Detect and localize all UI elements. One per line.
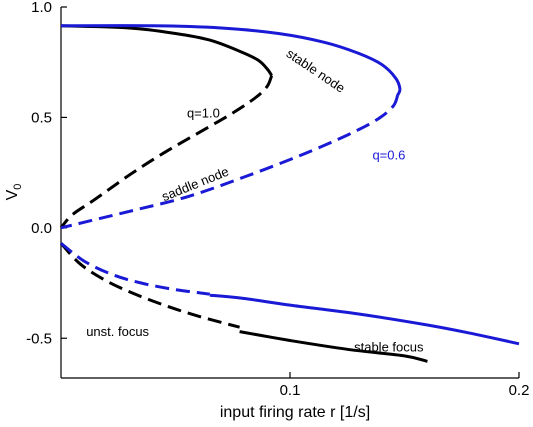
- series-line-4: [59, 242, 240, 329]
- series-line-0: [60, 24, 273, 77]
- annotation-4: unst. focus: [86, 324, 149, 339]
- y-axis-label-main: V: [4, 189, 21, 200]
- annotation-0: stable node: [284, 46, 348, 96]
- annotations: stable node q=1.0 q=0.6 saddle node unst. fo…: [86, 46, 424, 355]
- series-line-1: [59, 74, 274, 229]
- axes: 1.0 0.5 0.0 -0.5 0.1 0.2: [26, 0, 529, 399]
- series-line-2: [60, 24, 402, 96]
- series-line-3: [60, 94, 400, 230]
- y-tick-label: 1.0: [31, 0, 52, 16]
- x-tick-label: 0.2: [509, 382, 530, 399]
- y-tick-label: 0.0: [31, 220, 52, 237]
- series-line-7: [209, 293, 520, 346]
- y-axis-label: V0: [4, 184, 24, 201]
- y-tick-label: -0.5: [26, 330, 52, 347]
- y-axis-label-subscript: 0: [12, 184, 24, 190]
- annotation-2: q=0.6: [372, 147, 405, 162]
- x-axis-label: input firing rate r [1/s]: [220, 404, 370, 421]
- annotation-1: q=1.0: [187, 105, 220, 120]
- x-tick-label: 0.1: [280, 382, 301, 399]
- y-tick-label: 0.5: [31, 109, 52, 126]
- curves: [59, 24, 520, 363]
- annotation-3: saddle node: [160, 164, 231, 204]
- series-line-5: [239, 330, 428, 363]
- annotation-5: stable focus: [354, 340, 424, 355]
- series-line-6: [60, 242, 211, 296]
